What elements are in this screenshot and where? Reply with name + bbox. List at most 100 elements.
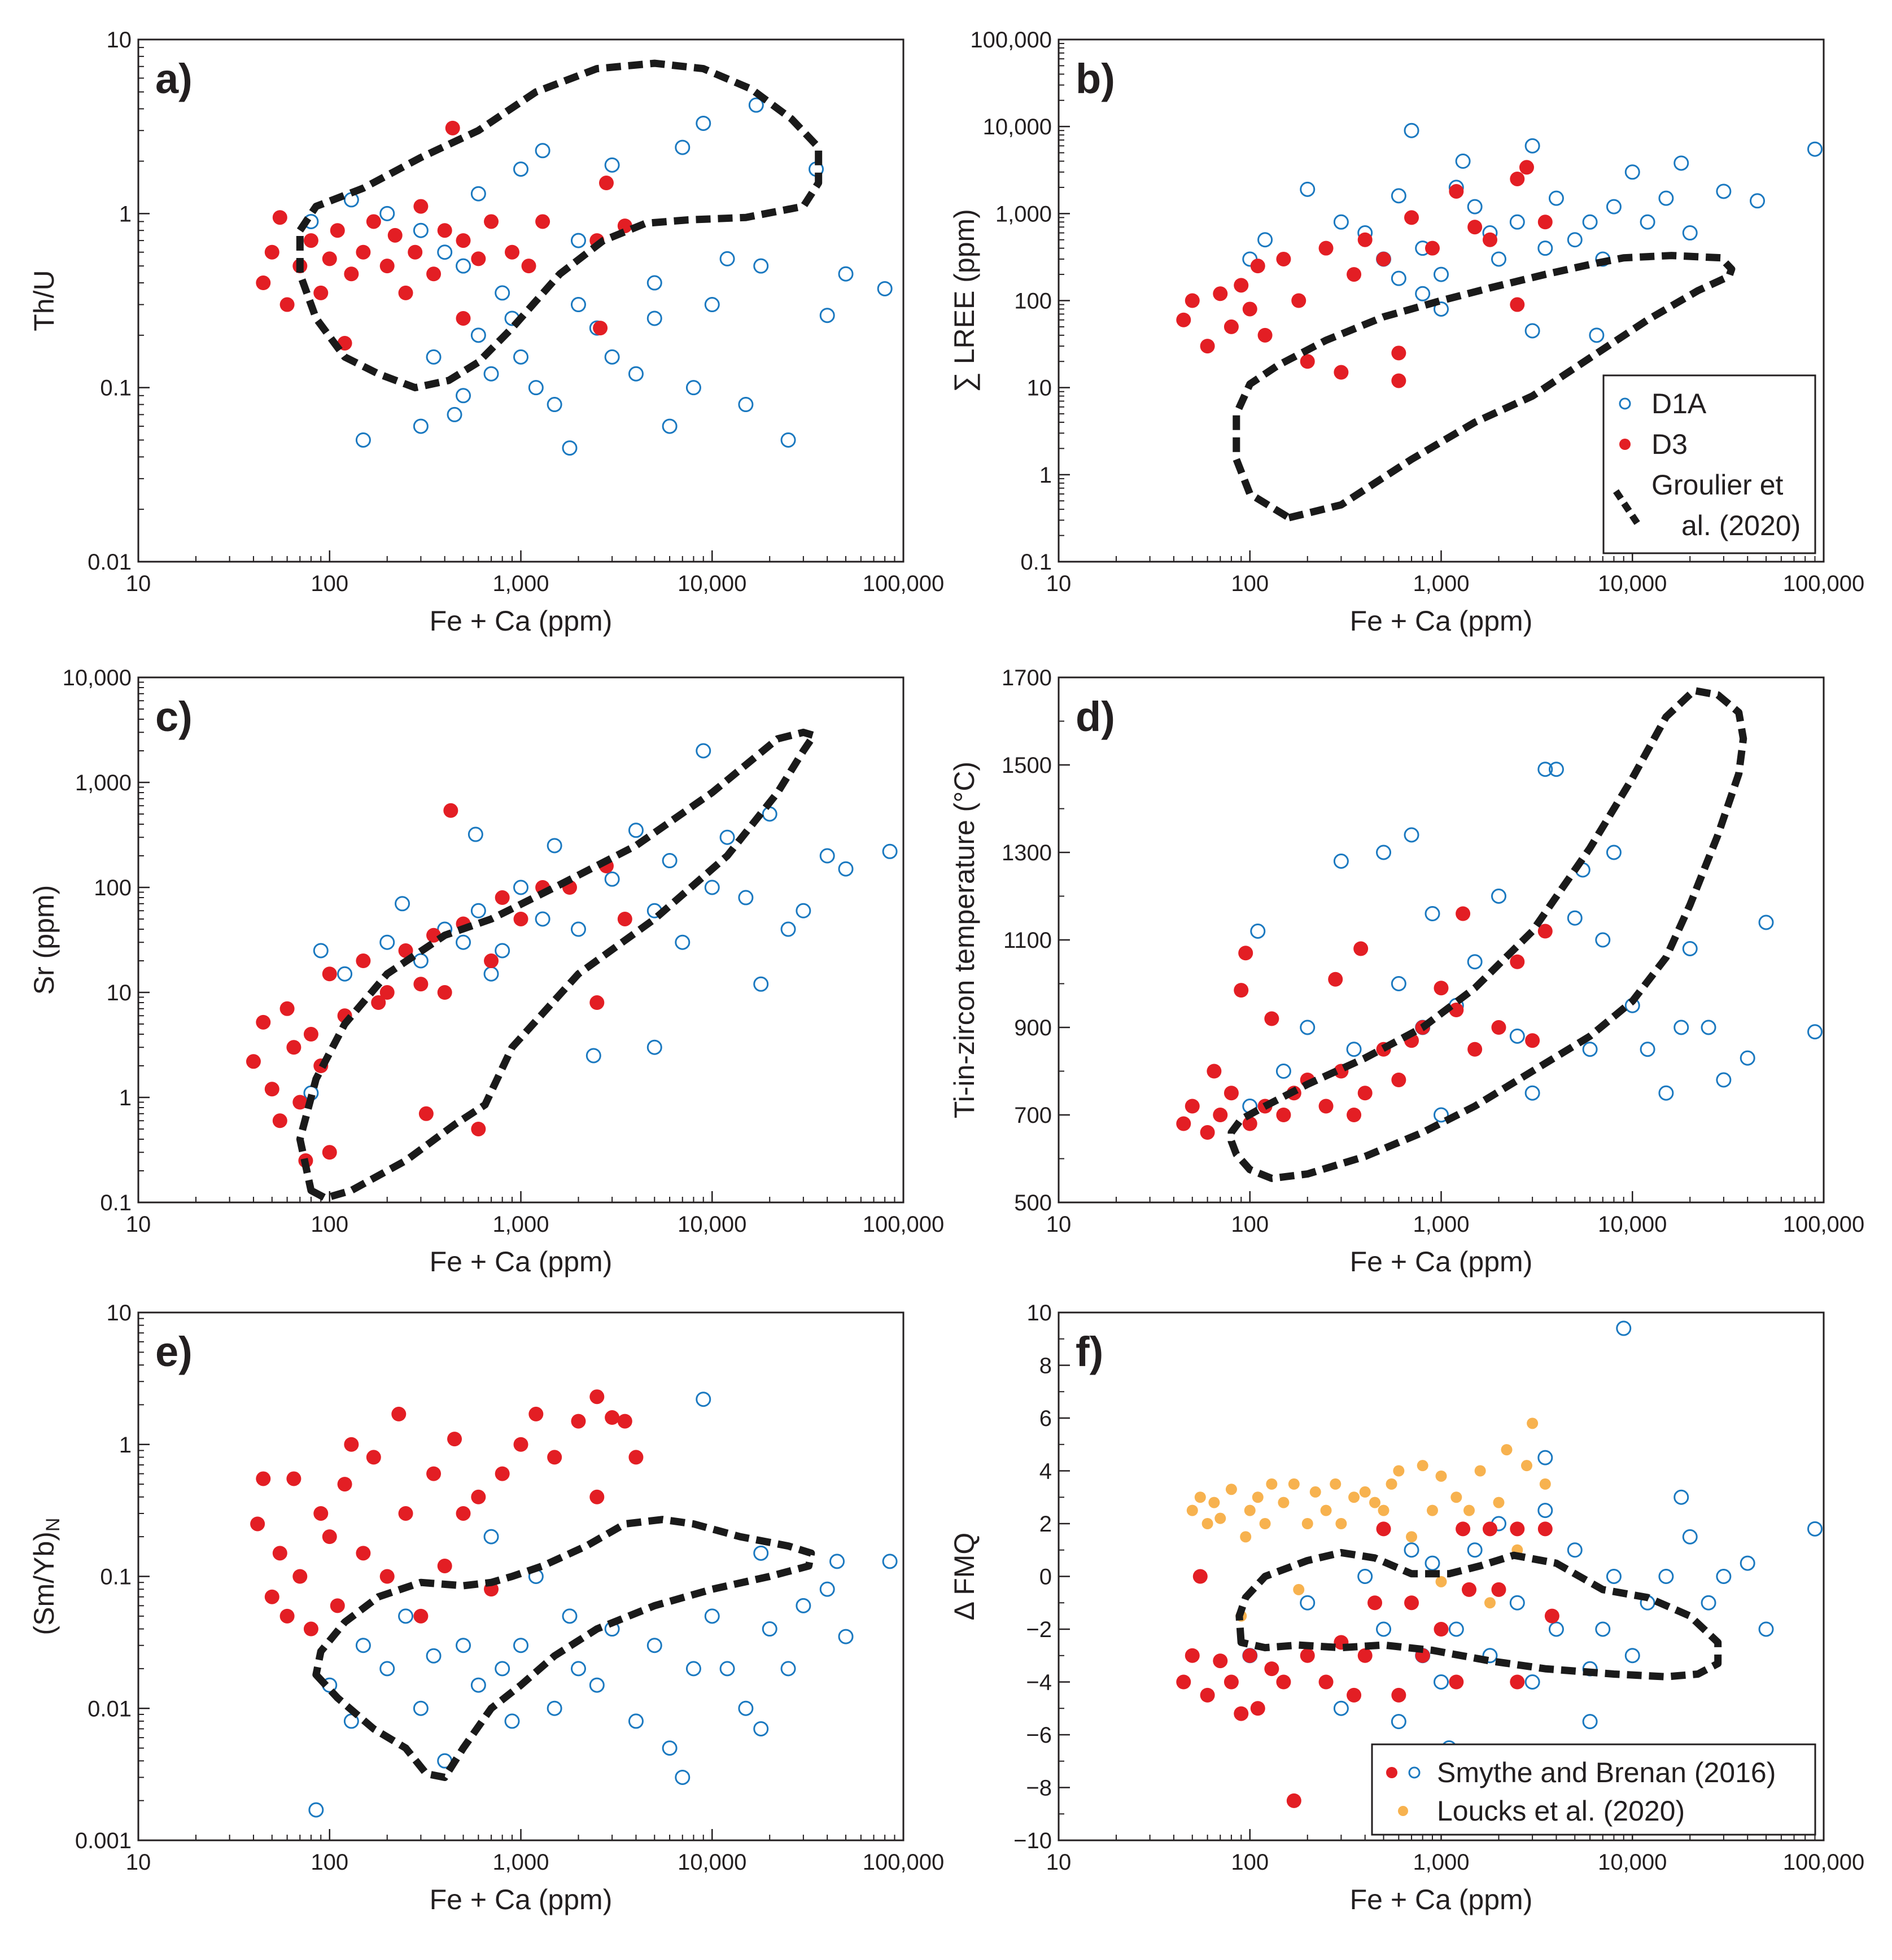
- y-tick-label: −8: [1026, 1776, 1052, 1801]
- point-d1a: [704, 1608, 720, 1624]
- y-tick-label: 0.01: [88, 550, 132, 575]
- point-d3: [1264, 1011, 1279, 1026]
- point-d3: [1276, 1108, 1291, 1122]
- point-d1a: [1415, 286, 1431, 301]
- y-tick-label: 6: [1039, 1406, 1052, 1431]
- point-d3: [589, 995, 605, 1010]
- y-tick-label: −2: [1026, 1617, 1052, 1642]
- point-d1a: [1716, 1072, 1732, 1088]
- point-d3: [1328, 972, 1343, 987]
- point-d1a: [675, 139, 691, 155]
- point-d3: [1257, 327, 1273, 343]
- point-d3: [292, 1095, 308, 1110]
- point-d1a: [426, 1648, 442, 1664]
- point-d1a: [604, 349, 620, 365]
- point-loucks: [1208, 1497, 1220, 1508]
- point-d3: [1434, 981, 1449, 996]
- point-d1a: [719, 829, 735, 845]
- point-d3: [1192, 1569, 1208, 1584]
- point-d3: [1234, 278, 1249, 293]
- point-d3: [1347, 1687, 1362, 1703]
- point-d3: [322, 1529, 337, 1545]
- point-d3: [303, 233, 318, 248]
- data-series: [250, 1389, 898, 1818]
- x-tick-label: 100,000: [863, 571, 945, 596]
- point-d3: [495, 1466, 510, 1481]
- point-d1a: [337, 966, 353, 982]
- point-loucks: [1493, 1497, 1505, 1508]
- point-loucks: [1378, 1504, 1389, 1516]
- point-d1a: [819, 1581, 835, 1597]
- point-loucks: [1194, 1491, 1206, 1503]
- x-tick-label: 10: [1046, 1850, 1072, 1875]
- point-d1a: [780, 921, 796, 937]
- point-d3: [1404, 1595, 1419, 1611]
- point-d1a: [1509, 1029, 1525, 1044]
- point-d1a: [1567, 1542, 1583, 1558]
- point-d3: [1449, 1003, 1464, 1017]
- point-d3: [1234, 983, 1249, 998]
- y-tick-label: −6: [1026, 1723, 1052, 1748]
- point-d1a: [1391, 1714, 1406, 1730]
- point-d1a: [1482, 1648, 1498, 1664]
- point-d1a: [838, 861, 854, 877]
- y-tick-label: 10: [1027, 1301, 1052, 1325]
- point-d1a: [535, 143, 550, 159]
- point-d3: [447, 1432, 462, 1447]
- point-d1a: [1567, 232, 1583, 248]
- point-d3: [605, 1410, 620, 1425]
- point-loucks: [1330, 1478, 1342, 1490]
- point-d3: [1347, 1108, 1362, 1122]
- point-d1a: [1491, 251, 1506, 267]
- y-tick-label: 1,000: [75, 771, 132, 795]
- point-d1a: [1250, 924, 1266, 939]
- point-d3: [437, 1558, 452, 1573]
- panel-label: e): [155, 1328, 193, 1375]
- point-d1a: [628, 823, 644, 838]
- y-tick-label: 0.1: [100, 1565, 132, 1590]
- point-d1a: [1509, 214, 1525, 230]
- point-d3: [272, 1546, 287, 1561]
- point-d3: [408, 244, 423, 260]
- point-d1a: [796, 903, 811, 918]
- point-loucks: [1320, 1504, 1332, 1516]
- y-axis-label-subscript: N: [42, 1518, 64, 1532]
- point-d1a: [1640, 214, 1655, 230]
- point-d1a: [1624, 164, 1640, 180]
- point-loucks: [1266, 1478, 1278, 1490]
- point-d1a: [604, 157, 620, 173]
- data-series: [1176, 123, 1823, 388]
- y-tick-label: 100: [1014, 289, 1052, 314]
- point-d1a: [470, 1677, 486, 1693]
- x-tick-label: 100: [1231, 1850, 1269, 1875]
- point-d1a: [753, 976, 769, 992]
- panel-label: a): [155, 55, 193, 102]
- point-d1a: [313, 943, 329, 959]
- data-series: [246, 743, 898, 1168]
- point-d3: [1213, 1653, 1228, 1669]
- point-d1a: [1491, 889, 1506, 904]
- point-d1a: [1434, 266, 1449, 282]
- point-d1a: [1537, 762, 1553, 777]
- point-d1a: [1673, 155, 1689, 171]
- point-d3: [437, 223, 452, 238]
- point-d1a: [504, 1713, 520, 1729]
- chart-panel-3: 10 100 1,000 10,000 100,000 0.1 1 10 100 1,000 10,…: [28, 666, 944, 1278]
- point-d3: [1434, 1622, 1449, 1637]
- point-d1a: [570, 1661, 586, 1677]
- point-d1a: [696, 115, 711, 131]
- legend-envelope-label-2: al. (2020): [1681, 510, 1801, 541]
- point-loucks: [1484, 1597, 1496, 1609]
- y-tick-label: −10: [1013, 1828, 1052, 1853]
- point-d1a: [1750, 193, 1766, 209]
- point-d3: [264, 244, 279, 260]
- x-tick-label: 100: [311, 1212, 348, 1237]
- point-d3: [356, 953, 371, 969]
- y-tick-label: 1500: [1002, 753, 1052, 778]
- point-d1a: [398, 1608, 414, 1624]
- point-d1a: [1300, 1020, 1316, 1035]
- point-loucks: [1359, 1486, 1371, 1498]
- point-d1a: [675, 934, 691, 950]
- point-d1a: [1275, 1064, 1291, 1079]
- point-d3: [256, 1471, 271, 1486]
